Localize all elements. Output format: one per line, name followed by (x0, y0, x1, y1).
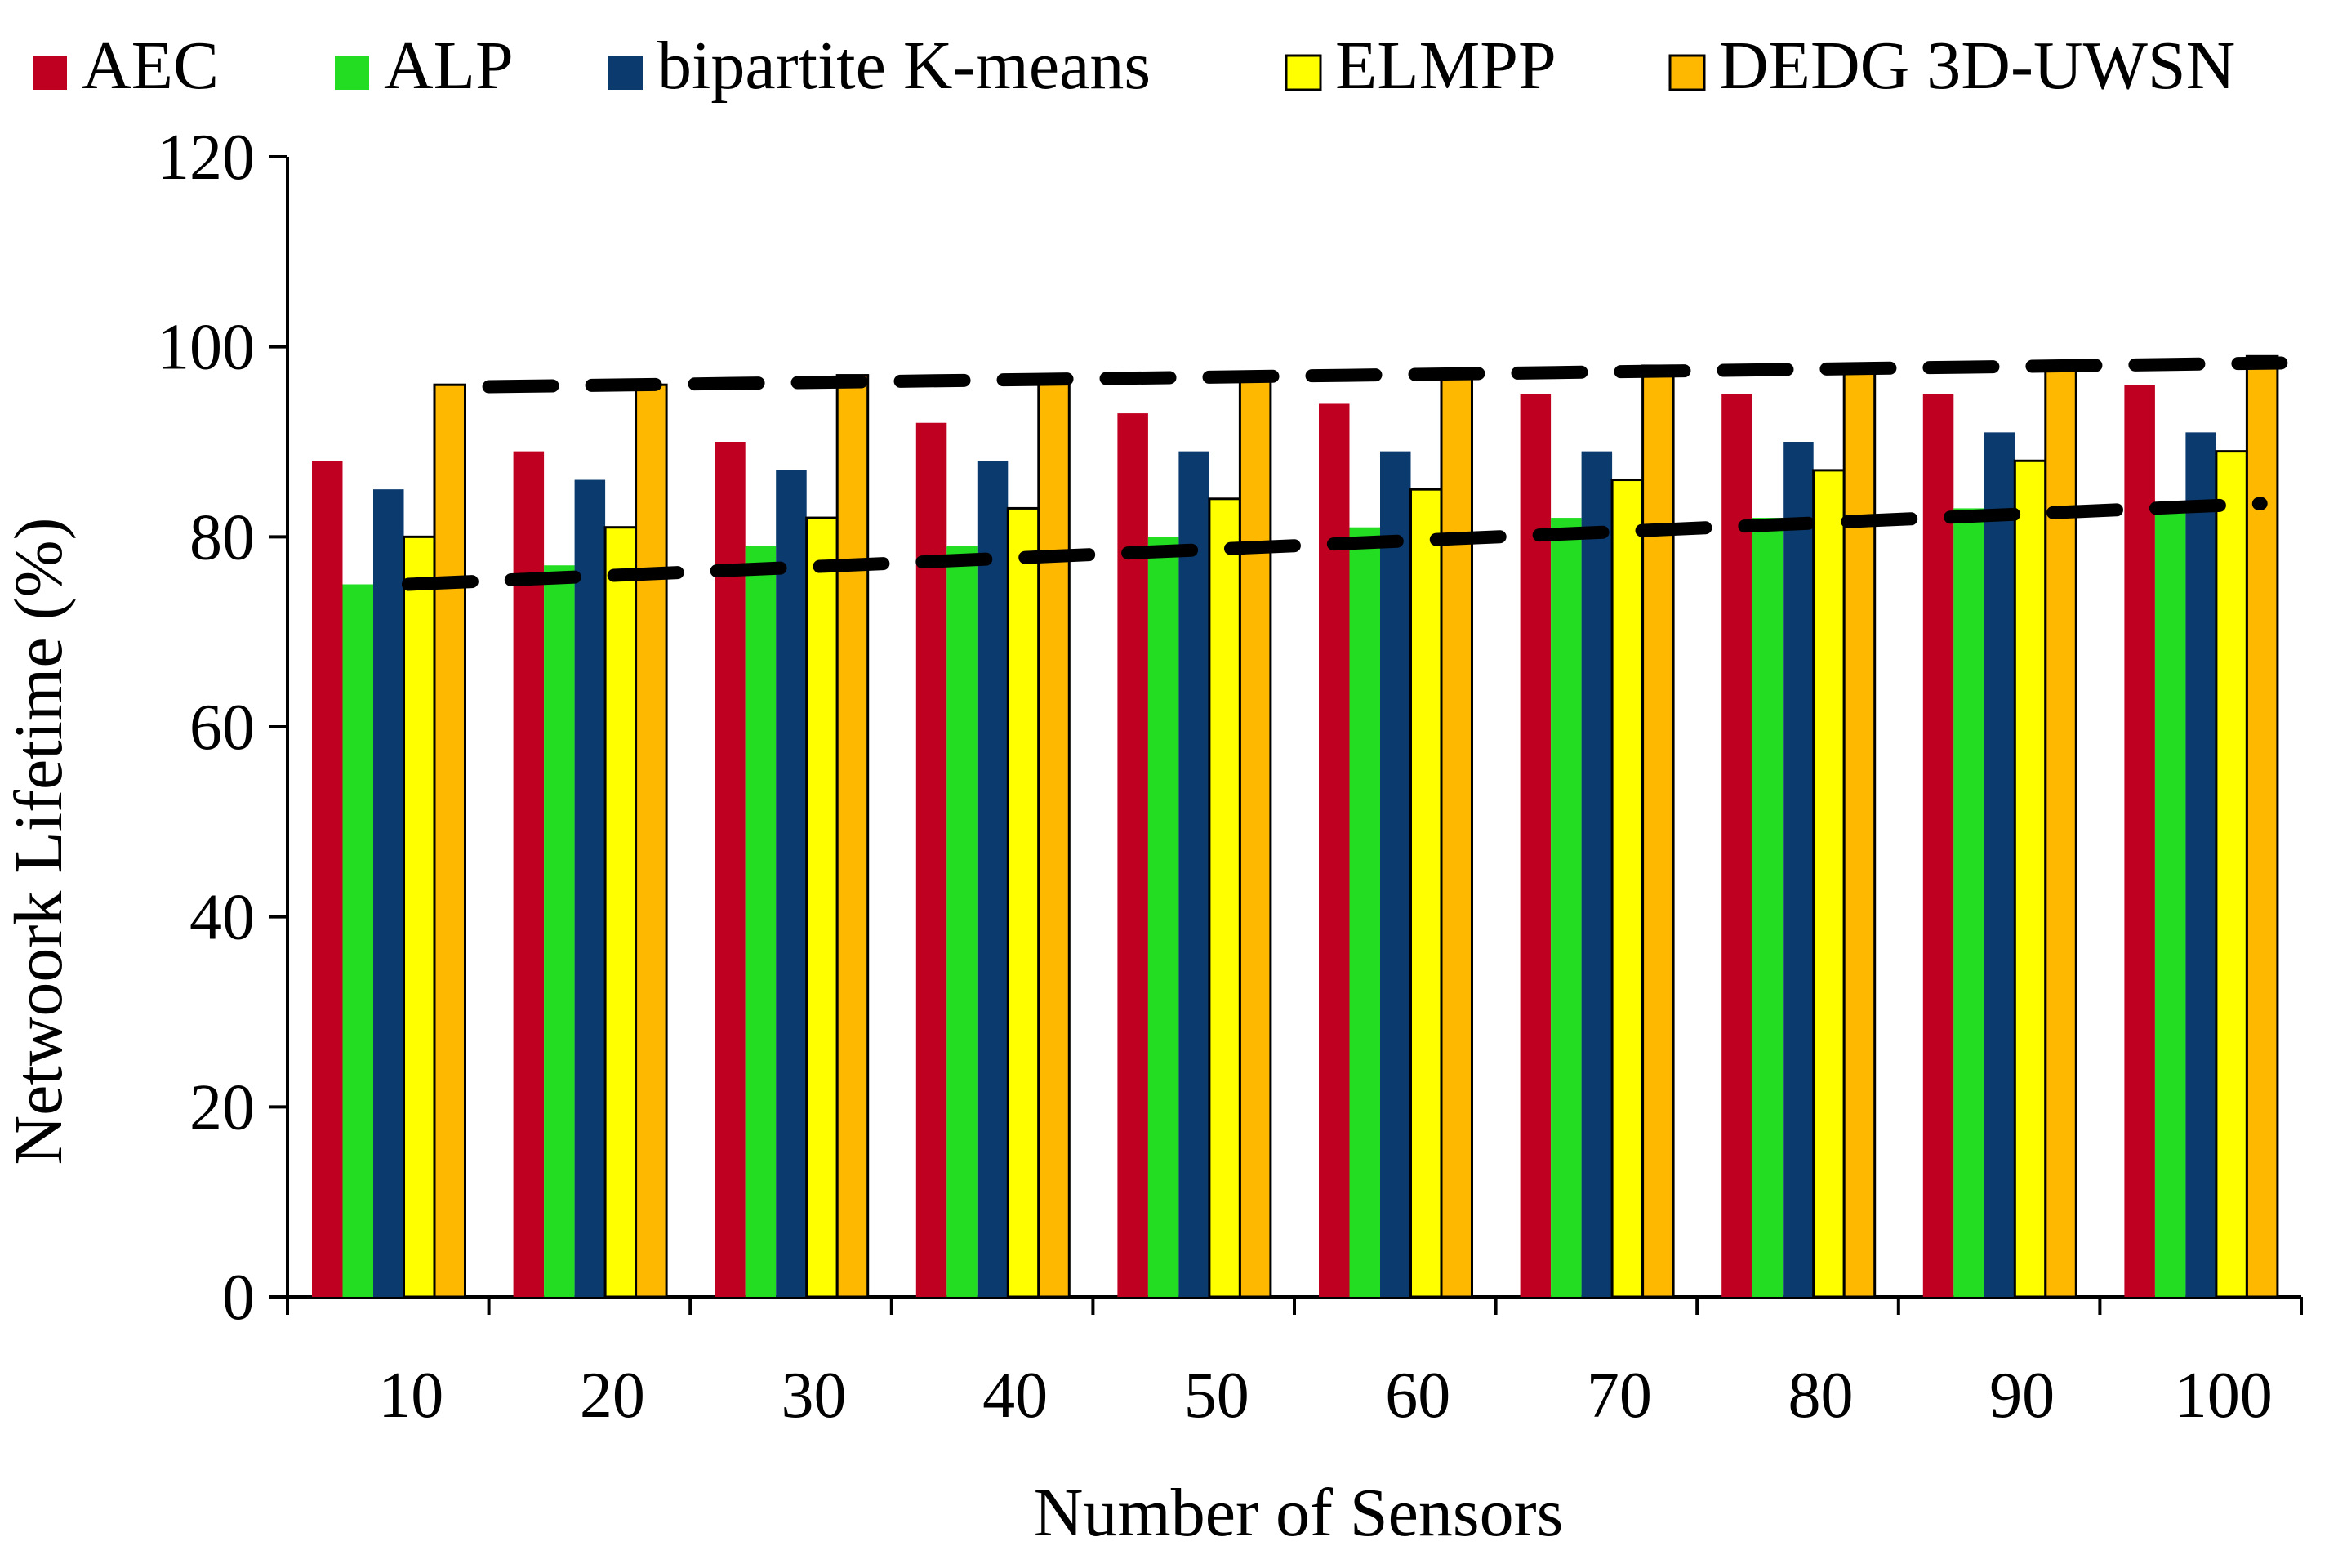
bar-aec (715, 442, 746, 1297)
y-tick-label: 120 (157, 122, 255, 194)
legend-swatch (33, 56, 67, 90)
bar-elmpp (1812, 469, 1846, 1298)
x-axis: 10 20 30 40 50 60 70 80 90 100 (286, 1295, 2303, 1432)
bar-bipartite-k-means (574, 479, 606, 1297)
bar-alp (2154, 508, 2186, 1297)
bar-bipartite-k-means (2185, 432, 2216, 1297)
bar-dedg-3d-uwsn (1037, 374, 1071, 1298)
bar-aec (1520, 394, 1552, 1297)
bar-bipartite-k-means (1178, 451, 1209, 1298)
y-tick-label: 60 (189, 692, 255, 764)
bar-aec (1922, 394, 1954, 1297)
bar-dedg-3d-uwsn (433, 383, 466, 1298)
bar-aec (2124, 385, 2155, 1298)
bar-alp (1752, 518, 1784, 1297)
bar-dedg-3d-uwsn (1641, 364, 1675, 1298)
bar-dedg-3d-uwsn (1440, 374, 1473, 1298)
dashed-trendline (482, 356, 2288, 394)
x-axis-title: Number of Sensors (1034, 1475, 1564, 1551)
dashed-trendline (401, 497, 2268, 591)
bar-elmpp (1208, 497, 1241, 1298)
bar-dedg-3d-uwsn (2044, 364, 2077, 1298)
bar-aec (1721, 394, 1752, 1297)
bars (312, 354, 2279, 1298)
bar-dedg-3d-uwsn (1842, 364, 1877, 1298)
x-tick-label: 30 (782, 1360, 847, 1432)
bar-alp (342, 584, 373, 1297)
x-tick-label: 100 (2175, 1360, 2273, 1432)
legend-label: ALP (384, 28, 514, 104)
bar-alp (1551, 518, 1582, 1297)
x-tick-label: 70 (1587, 1360, 1652, 1432)
y-tick-label: 100 (157, 312, 255, 384)
bar-bipartite-k-means (1380, 451, 1411, 1298)
bar-bipartite-k-means (776, 470, 807, 1297)
bar-elmpp (603, 526, 638, 1298)
bar-bipartite-k-means (1984, 432, 2015, 1297)
bar-elmpp (1409, 488, 1443, 1298)
bar-elmpp (1610, 479, 1645, 1298)
bar-bipartite-k-means (977, 461, 1009, 1297)
bar-aec (513, 451, 545, 1298)
legend-label: bipartite K-means (657, 28, 1151, 104)
y-tick-label: 0 (222, 1262, 255, 1334)
bar-dedg-3d-uwsn (2245, 354, 2279, 1298)
legend: AEC ALP bipartite K-means ELMPP DEDG 3D-UWSN (33, 28, 2235, 104)
bar-elmpp (1006, 506, 1040, 1298)
bar-alp (1953, 508, 1984, 1297)
x-tick-label: 60 (1385, 1360, 1450, 1432)
bar-elmpp (2013, 459, 2047, 1298)
bar-elmpp (403, 535, 436, 1298)
bar-elmpp (805, 516, 839, 1298)
bar-alp (544, 565, 575, 1297)
y-tick-label: 20 (189, 1071, 255, 1143)
legend-swatch (1285, 54, 1322, 91)
bar-bipartite-k-means (1581, 451, 1613, 1298)
bar-alp (1147, 537, 1179, 1297)
bar-aec (1117, 413, 1148, 1298)
bar-aec (915, 422, 947, 1297)
legend-swatch (1668, 54, 1706, 91)
bar-alp (1349, 527, 1380, 1297)
x-tick-label: 80 (1788, 1360, 1854, 1432)
bar-dedg-3d-uwsn (835, 374, 870, 1298)
bar-aec (312, 461, 343, 1297)
y-axis-title: Netwoork Lifetime (%) (1, 517, 77, 1165)
legend-label: ELMPP (1335, 28, 1556, 104)
trendlines (401, 356, 2288, 591)
bar-elmpp (2215, 450, 2248, 1298)
y-tick-label: 40 (189, 882, 255, 954)
bar-bipartite-k-means (373, 489, 404, 1297)
y-tick-label: 80 (189, 501, 255, 573)
bar-dedg-3d-uwsn (1238, 374, 1272, 1298)
bar-alp (946, 546, 978, 1297)
bar-dedg-3d-uwsn (635, 383, 668, 1298)
x-tick-label: 10 (378, 1360, 443, 1432)
x-tick-label: 90 (1989, 1360, 2055, 1432)
legend-label: DEDG 3D-UWSN (1719, 28, 2235, 104)
legend-swatch (335, 56, 369, 90)
legend-swatch (608, 56, 643, 90)
bar-bipartite-k-means (1783, 442, 1814, 1297)
x-tick-label: 20 (580, 1360, 645, 1432)
bar-alp (745, 546, 777, 1297)
x-tick-label: 40 (982, 1360, 1048, 1432)
bar-aec (1319, 403, 1350, 1297)
legend-label: AEC (82, 28, 219, 104)
x-tick-label: 50 (1184, 1360, 1249, 1432)
y-axis: 0 20 40 60 80 100 120 (157, 122, 289, 1334)
